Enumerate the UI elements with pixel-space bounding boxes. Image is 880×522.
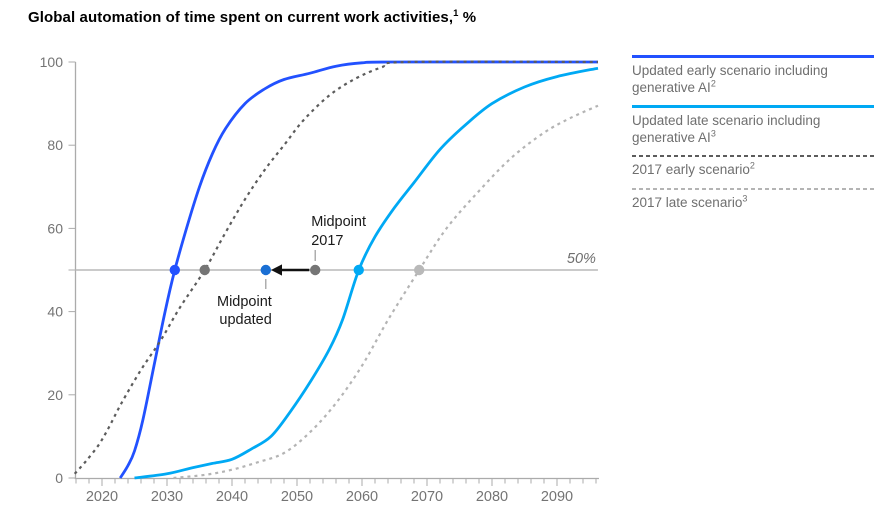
- title-footnote-superscript: 1: [453, 8, 459, 19]
- x-tick-label: 2060: [346, 489, 378, 505]
- legend-item-updated-early-scenario: Updated early scenario including generat…: [632, 55, 874, 96]
- series-curve: [173, 104, 599, 480]
- x-tick-label: 2050: [281, 489, 313, 505]
- y-tick-label: 100: [40, 54, 64, 70]
- legend-footnote-superscript: 2: [710, 78, 716, 88]
- title-unit: %: [458, 9, 477, 26]
- x-tick-label: 2090: [541, 489, 573, 505]
- x-tick-label: 2030: [151, 489, 183, 505]
- midpoint-marker-dot: [260, 264, 271, 276]
- legend-item-updated-late-scenario: Updated late scenario including generati…: [632, 105, 874, 146]
- x-tick-label: 2020: [86, 489, 118, 505]
- series-curve: [73, 60, 599, 475]
- x-tick-label: 2070: [411, 489, 443, 505]
- title-text: Global automation of time spent on curre…: [28, 9, 454, 26]
- y-tick-label: 0: [55, 470, 63, 486]
- curve-midpoint-dot: [414, 264, 425, 276]
- callout-label-line1: Midpoint: [311, 214, 366, 230]
- series-curve: [134, 66, 599, 480]
- legend-footnote-superscript: 2: [749, 160, 755, 171]
- curve-midpoint-dot: [169, 264, 180, 276]
- legend-item-2017-late-scenario: 2017 late scenario3: [632, 187, 874, 212]
- legend-line-solid-blue: [632, 55, 874, 58]
- y-tick-label: 80: [47, 137, 63, 153]
- y-tick-label: 60: [47, 220, 63, 236]
- curve-midpoint-dot: [353, 264, 364, 276]
- page-title: Global automation of time spent on curre…: [28, 8, 476, 28]
- legend-line-solid-lightblue: [632, 105, 874, 108]
- shift-arrow-head: [271, 264, 282, 276]
- legend-label-text: Updated early scenario including generat…: [632, 63, 828, 95]
- y-tick-label: 20: [47, 387, 63, 403]
- legend-label-text: Updated late scenario including generati…: [632, 113, 821, 145]
- legend-label: 2017 late scenario3: [632, 193, 874, 212]
- legend-footnote-superscript: 3: [710, 128, 716, 138]
- callout-label-line2: 2017: [311, 233, 343, 249]
- curve-midpoint-dot: [199, 264, 210, 276]
- series-curve: [119, 60, 599, 479]
- midpoint-marker-dot: [310, 264, 321, 276]
- y-tick-label: 40: [47, 304, 63, 320]
- legend-line-dashed-darkgray: [632, 155, 874, 157]
- legend-label: Updated early scenario including generat…: [632, 63, 874, 96]
- chart-legend: Updated early scenario including generat…: [632, 55, 874, 220]
- x-tick-label: 2040: [216, 489, 248, 505]
- legend-footnote-superscript: 3: [742, 193, 748, 203]
- legend-line-dashed-lightgray: [632, 187, 874, 190]
- x-tick-label: 2080: [476, 489, 508, 505]
- legend-label-text: 2017 early scenario: [632, 162, 750, 177]
- fifty-percent-label: 50%: [567, 251, 596, 267]
- legend-label-text: 2017 late scenario: [632, 194, 743, 210]
- chart-canvas: 2020 2030 2040 2050 2060 2070 2080 209002040608…: [40, 54, 599, 505]
- legend-label: 2017 early scenario2: [632, 160, 874, 179]
- callout-label-line2: updated: [219, 312, 271, 328]
- callout-label-line1: Midpoint: [217, 294, 272, 310]
- legend-label: Updated late scenario including generati…: [632, 113, 874, 146]
- legend-item-2017-early-scenario: 2017 early scenario2: [632, 155, 874, 179]
